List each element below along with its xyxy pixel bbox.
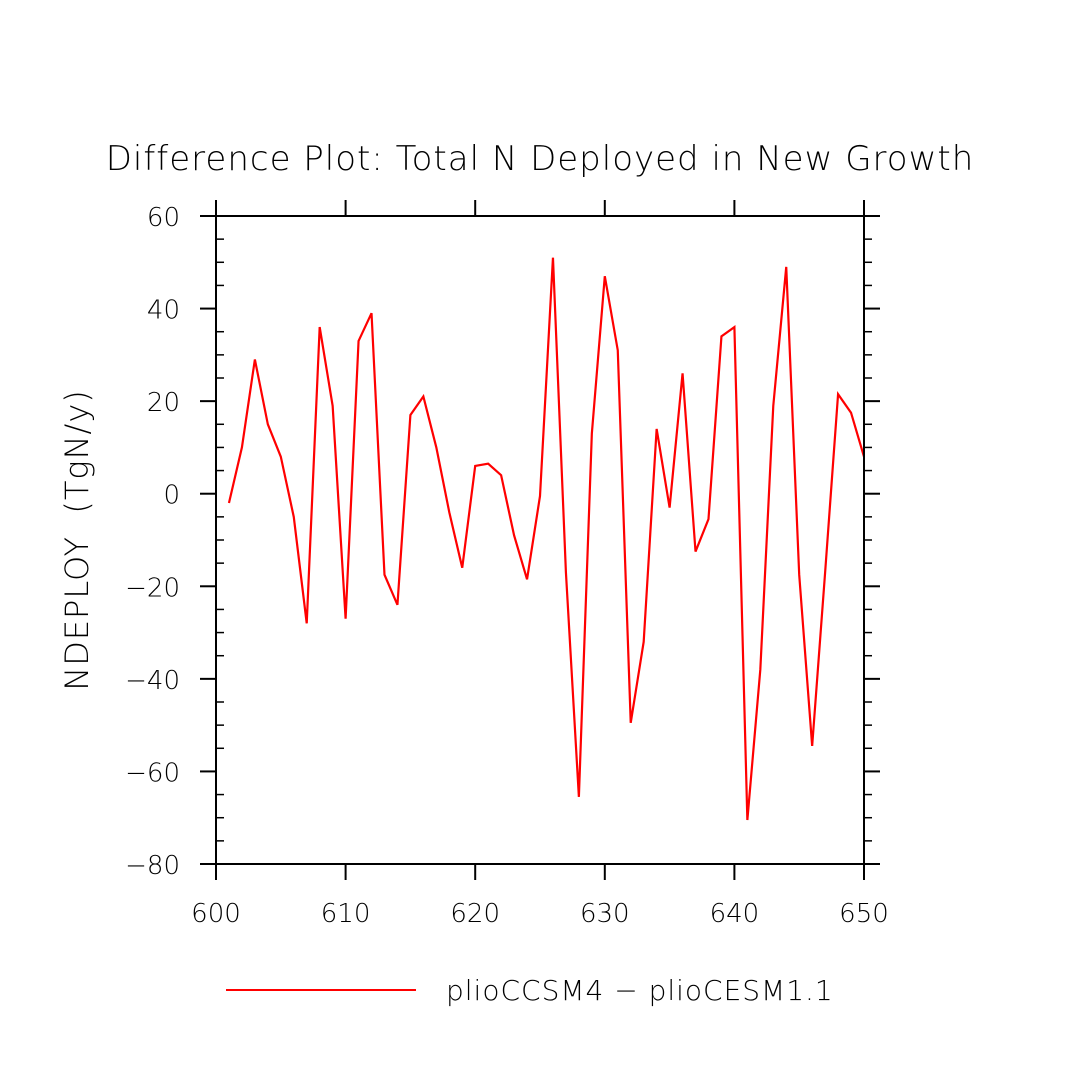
x-tick-label: 640 — [710, 899, 760, 929]
chart-title: Difference Plot: Total N Deployed in New… — [106, 139, 975, 179]
y-tick-label: 40 — [147, 296, 180, 326]
plot-area: 600 610 620 630 640 650 −80 −60 −40 −20 0 20 40 60 — [125, 200, 889, 929]
y-tick-label: −20 — [125, 573, 180, 603]
x-tick-label: 620 — [450, 899, 500, 929]
series-group — [227, 257, 866, 821]
x-tick-label: 600 — [191, 899, 241, 929]
y-axis-label: NDEPLOY (TgN/y) — [58, 389, 96, 690]
series-line-0 — [227, 257, 866, 821]
ticks-group: 600 610 620 630 640 650 −80 −60 −40 −20 0 20 40 60 — [125, 200, 889, 929]
legend-label: plioCCSM4 − plioCESM1.1 — [446, 974, 834, 1007]
x-tick-label: 650 — [839, 899, 889, 929]
y-tick-label: 0 — [163, 481, 180, 511]
y-tick-label: −40 — [125, 666, 180, 696]
y-tick-label: −80 — [125, 851, 180, 881]
y-tick-label: −60 — [125, 758, 180, 788]
y-tick-label: 20 — [147, 388, 180, 418]
x-tick-label: 610 — [321, 899, 371, 929]
y-tick-label: 60 — [147, 203, 180, 233]
x-tick-label: 630 — [580, 899, 630, 929]
legend: plioCCSM4 − plioCESM1.1 — [226, 974, 834, 1007]
